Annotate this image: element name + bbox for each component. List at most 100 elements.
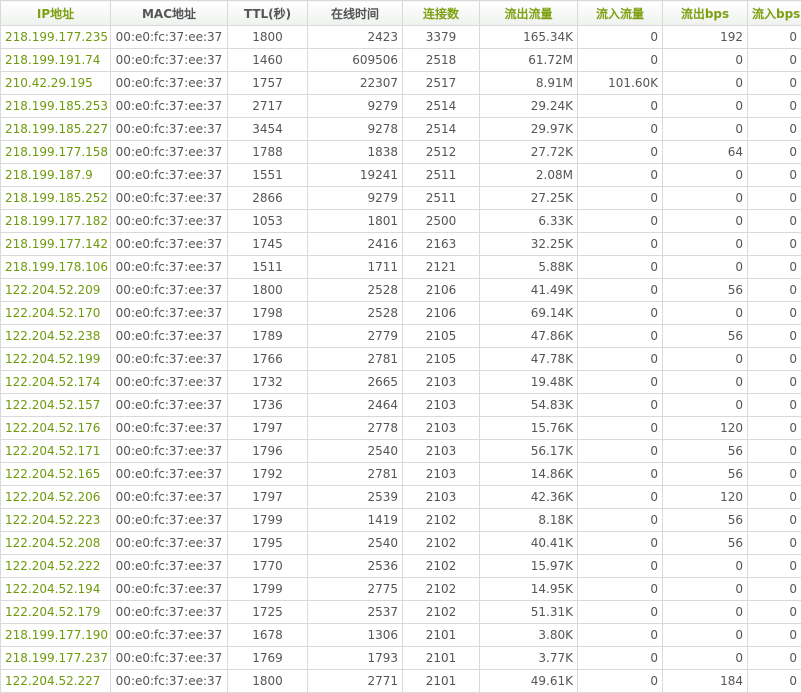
cell-mac: 00:e0:fc:37:ee:37 bbox=[110, 669, 228, 693]
cell-in-bps: 0 bbox=[747, 623, 801, 647]
cell-ip[interactable]: 218.199.191.74 bbox=[0, 48, 111, 72]
cell-in-flow: 0 bbox=[577, 600, 663, 624]
cell-ip[interactable]: 122.204.52.206 bbox=[0, 485, 111, 509]
cell-mac: 00:e0:fc:37:ee:37 bbox=[110, 600, 228, 624]
cell-ip[interactable]: 218.199.177.235 bbox=[0, 25, 111, 49]
cell-ip[interactable]: 218.199.178.106 bbox=[0, 255, 111, 279]
cell-mac: 00:e0:fc:37:ee:37 bbox=[110, 577, 228, 601]
cell-ip[interactable]: 122.204.52.170 bbox=[0, 301, 111, 325]
cell-ttl: 1789 bbox=[227, 324, 308, 348]
cell-ttl: 1800 bbox=[227, 278, 308, 302]
cell-ip[interactable]: 210.42.29.195 bbox=[0, 71, 111, 95]
cell-in-bps: 0 bbox=[747, 209, 801, 233]
cell-online: 2416 bbox=[307, 232, 403, 256]
cell-ttl: 2866 bbox=[227, 186, 308, 210]
cell-ip[interactable]: 218.199.187.9 bbox=[0, 163, 111, 187]
cell-in-flow: 0 bbox=[577, 209, 663, 233]
table-row: 218.199.185.227 00:e0:fc:37:ee:37 3454 9278… bbox=[0, 117, 801, 141]
cell-ip[interactable]: 122.204.52.165 bbox=[0, 462, 111, 486]
cell-ip[interactable]: 122.204.52.194 bbox=[0, 577, 111, 601]
cell-ttl: 1797 bbox=[227, 416, 308, 440]
column-header-in-flow[interactable]: 流入流量 bbox=[577, 0, 663, 26]
cell-ttl: 1796 bbox=[227, 439, 308, 463]
cell-out-bps: 0 bbox=[662, 163, 748, 187]
cell-ttl: 1798 bbox=[227, 301, 308, 325]
cell-in-flow: 0 bbox=[577, 255, 663, 279]
cell-conns: 2103 bbox=[402, 462, 480, 486]
cell-mac: 00:e0:fc:37:ee:37 bbox=[110, 186, 228, 210]
cell-out-bps: 64 bbox=[662, 140, 748, 164]
cell-ip[interactable]: 218.199.177.142 bbox=[0, 232, 111, 256]
cell-online: 9278 bbox=[307, 117, 403, 141]
cell-mac: 00:e0:fc:37:ee:37 bbox=[110, 485, 228, 509]
cell-in-bps: 0 bbox=[747, 255, 801, 279]
cell-conns: 2105 bbox=[402, 347, 480, 371]
cell-ip[interactable]: 122.204.52.238 bbox=[0, 324, 111, 348]
table-row: 122.204.52.208 00:e0:fc:37:ee:37 1795 2540 2… bbox=[0, 531, 801, 555]
column-header-online[interactable]: 在线时间 bbox=[307, 0, 403, 26]
cell-online: 2778 bbox=[307, 416, 403, 440]
cell-mac: 00:e0:fc:37:ee:37 bbox=[110, 554, 228, 578]
table-row: 218.199.177.190 00:e0:fc:37:ee:37 1678 1306… bbox=[0, 623, 801, 647]
column-header-in-bps[interactable]: 流入bps bbox=[747, 0, 801, 26]
cell-in-flow: 0 bbox=[577, 485, 663, 509]
cell-in-bps: 0 bbox=[747, 669, 801, 693]
cell-out-flow: 49.61K bbox=[479, 669, 578, 693]
table-row: 218.199.177.237 00:e0:fc:37:ee:37 1769 1793… bbox=[0, 646, 801, 670]
cell-ip[interactable]: 122.204.52.209 bbox=[0, 278, 111, 302]
cell-mac: 00:e0:fc:37:ee:37 bbox=[110, 646, 228, 670]
table-row: 218.199.177.182 00:e0:fc:37:ee:37 1053 1801… bbox=[0, 209, 801, 233]
column-header-mac[interactable]: MAC地址 bbox=[110, 0, 228, 26]
cell-ip[interactable]: 122.204.52.222 bbox=[0, 554, 111, 578]
table-row: 122.204.52.165 00:e0:fc:37:ee:37 1792 2781 2… bbox=[0, 462, 801, 486]
cell-ttl: 1745 bbox=[227, 232, 308, 256]
cell-out-bps: 0 bbox=[662, 370, 748, 394]
table-row: 122.204.52.176 00:e0:fc:37:ee:37 1797 2778 2… bbox=[0, 416, 801, 440]
table-row: 122.204.52.227 00:e0:fc:37:ee:37 1800 2771 2… bbox=[0, 669, 801, 693]
cell-conns: 2163 bbox=[402, 232, 480, 256]
cell-out-bps: 0 bbox=[662, 255, 748, 279]
column-header-ip[interactable]: IP地址 bbox=[0, 0, 111, 26]
cell-ip[interactable]: 218.199.177.158 bbox=[0, 140, 111, 164]
cell-online: 2464 bbox=[307, 393, 403, 417]
cell-mac: 00:e0:fc:37:ee:37 bbox=[110, 301, 228, 325]
cell-ip[interactable]: 218.199.177.237 bbox=[0, 646, 111, 670]
cell-ip[interactable]: 122.204.52.171 bbox=[0, 439, 111, 463]
cell-mac: 00:e0:fc:37:ee:37 bbox=[110, 439, 228, 463]
cell-ip[interactable]: 122.204.52.199 bbox=[0, 347, 111, 371]
cell-ip[interactable]: 122.204.52.176 bbox=[0, 416, 111, 440]
cell-in-flow: 0 bbox=[577, 94, 663, 118]
cell-in-bps: 0 bbox=[747, 531, 801, 555]
cell-in-bps: 0 bbox=[747, 370, 801, 394]
cell-ttl: 1792 bbox=[227, 462, 308, 486]
cell-online: 2540 bbox=[307, 531, 403, 555]
cell-ip[interactable]: 218.199.177.190 bbox=[0, 623, 111, 647]
cell-out-bps: 56 bbox=[662, 508, 748, 532]
cell-online: 2423 bbox=[307, 25, 403, 49]
column-header-out-bps[interactable]: 流出bps bbox=[662, 0, 748, 26]
cell-ip[interactable]: 218.199.185.252 bbox=[0, 186, 111, 210]
table-row: 122.204.52.171 00:e0:fc:37:ee:37 1796 2540 2… bbox=[0, 439, 801, 463]
table-row: 218.199.177.142 00:e0:fc:37:ee:37 1745 2416… bbox=[0, 232, 801, 256]
cell-in-flow: 0 bbox=[577, 623, 663, 647]
cell-ip[interactable]: 122.204.52.223 bbox=[0, 508, 111, 532]
cell-mac: 00:e0:fc:37:ee:37 bbox=[110, 508, 228, 532]
cell-ip[interactable]: 122.204.52.174 bbox=[0, 370, 111, 394]
cell-conns: 2105 bbox=[402, 324, 480, 348]
cell-conns: 2101 bbox=[402, 669, 480, 693]
cell-ttl: 2717 bbox=[227, 94, 308, 118]
cell-in-bps: 0 bbox=[747, 232, 801, 256]
cell-in-bps: 0 bbox=[747, 393, 801, 417]
cell-ip[interactable]: 122.204.52.227 bbox=[0, 669, 111, 693]
cell-out-flow: 29.97K bbox=[479, 117, 578, 141]
cell-ip[interactable]: 122.204.52.179 bbox=[0, 600, 111, 624]
cell-ip[interactable]: 122.204.52.157 bbox=[0, 393, 111, 417]
column-header-ttl[interactable]: TTL(秒) bbox=[227, 0, 308, 26]
column-header-out-flow[interactable]: 流出流量 bbox=[479, 0, 578, 26]
cell-ip[interactable]: 122.204.52.208 bbox=[0, 531, 111, 555]
cell-ip[interactable]: 218.199.177.182 bbox=[0, 209, 111, 233]
cell-in-flow: 0 bbox=[577, 439, 663, 463]
column-header-conns[interactable]: 连接数 bbox=[402, 0, 480, 26]
cell-ip[interactable]: 218.199.185.253 bbox=[0, 94, 111, 118]
cell-ip[interactable]: 218.199.185.227 bbox=[0, 117, 111, 141]
